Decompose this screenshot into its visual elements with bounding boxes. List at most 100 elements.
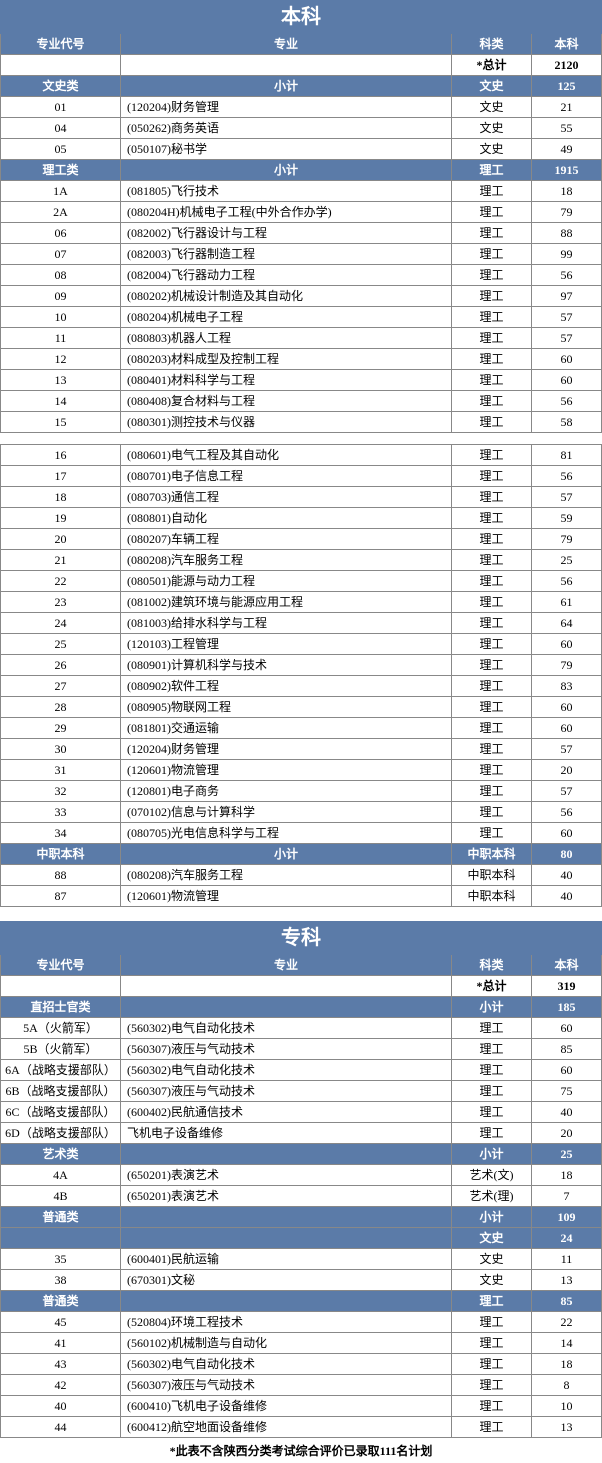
- table-row: 42(560307)液压与气动技术理工8: [1, 1375, 602, 1396]
- section-gap: [0, 907, 602, 921]
- cell: 理工: [452, 697, 532, 718]
- cell: (080705)光电信息科学与工程: [121, 823, 452, 844]
- cell: 109: [532, 1207, 602, 1228]
- cell: 小计: [452, 1144, 532, 1165]
- table-row: 31(120601)物流管理理工20: [1, 760, 602, 781]
- table-row: 23(081002)建筑环境与能源应用工程理工61: [1, 592, 602, 613]
- cell: 43: [1, 1354, 121, 1375]
- cell: (081801)交通运输: [121, 718, 452, 739]
- cell: 小计: [121, 844, 452, 865]
- cell: 理工: [452, 613, 532, 634]
- cell: 理工: [452, 739, 532, 760]
- cell: 55: [532, 118, 602, 139]
- cell: 专业代号: [1, 34, 121, 55]
- cell: (120601)物流管理: [121, 886, 452, 907]
- cell: [121, 1144, 452, 1165]
- cell: 文史: [452, 97, 532, 118]
- cell: (080803)机器人工程: [121, 328, 452, 349]
- cell: 小计: [121, 76, 452, 97]
- cell: 专业: [121, 955, 452, 976]
- cell: 理工: [452, 1291, 532, 1312]
- cell: 19: [1, 508, 121, 529]
- table-row: 2A(080204H)机械电子工程(中外合作办学)理工79: [1, 202, 602, 223]
- cell: 42: [1, 1375, 121, 1396]
- cell: 理工: [452, 655, 532, 676]
- cell: 中职本科: [452, 844, 532, 865]
- cell: 88: [1, 865, 121, 886]
- cell: (080207)车辆工程: [121, 529, 452, 550]
- table-row: 24(081003)给排水科学与工程理工64: [1, 613, 602, 634]
- cell: 专业: [121, 34, 452, 55]
- cell: 56: [532, 466, 602, 487]
- table-row: 41(560102)机械制造与自动化理工14: [1, 1333, 602, 1354]
- section-title: 专科: [1, 922, 602, 955]
- cell: *总计: [452, 55, 532, 76]
- cell: 57: [532, 739, 602, 760]
- table-row: 6B（战略支援部队）(560307)液压与气动技术理工75: [1, 1081, 602, 1102]
- cell: (600402)民航通信技术: [121, 1102, 452, 1123]
- cell: [121, 55, 452, 76]
- cell: 理工: [452, 1102, 532, 1123]
- table-row: 19(080801)自动化理工59: [1, 508, 602, 529]
- cell: 40: [1, 1396, 121, 1417]
- table-row: 11(080803)机器人工程理工57: [1, 328, 602, 349]
- cell: 17: [1, 466, 121, 487]
- table-row: 14(080408)复合材料与工程理工56: [1, 391, 602, 412]
- table-row: 12(080203)材料成型及控制工程理工60: [1, 349, 602, 370]
- table-row: 4A(650201)表演艺术艺术(文)18: [1, 1165, 602, 1186]
- subtotal-row: 普通类小计109: [1, 1207, 602, 1228]
- footnote: *此表不含陕西分类考试综合评价已录取111名计划: [0, 1438, 602, 1463]
- cell: 小计: [121, 160, 452, 181]
- table-row: 40(600410)飞机电子设备维修理工10: [1, 1396, 602, 1417]
- cell: 56: [532, 571, 602, 592]
- table-row: 5A（火箭军）(560302)电气自动化技术理工60: [1, 1018, 602, 1039]
- cell: 60: [532, 370, 602, 391]
- cell: 44: [1, 1417, 121, 1438]
- cell: 理工: [452, 349, 532, 370]
- cell: 97: [532, 286, 602, 307]
- cell: 60: [532, 823, 602, 844]
- cell: 普通类: [1, 1291, 121, 1312]
- cell: [121, 976, 452, 997]
- cell: 飞机电子设备维修: [121, 1123, 452, 1144]
- cell: (600410)飞机电子设备维修: [121, 1396, 452, 1417]
- table-row: 33(070102)信息与计算科学理工56: [1, 802, 602, 823]
- table-row: 25(120103)工程管理理工60: [1, 634, 602, 655]
- cell: 34: [1, 823, 121, 844]
- cell: (080703)通信工程: [121, 487, 452, 508]
- cell: 23: [1, 592, 121, 613]
- table-row: 35(600401)民航运输文史11: [1, 1249, 602, 1270]
- cell: 6C（战略支援部队）: [1, 1102, 121, 1123]
- cell: 理工: [452, 571, 532, 592]
- cell: (081002)建筑环境与能源应用工程: [121, 592, 452, 613]
- cell: 理工: [452, 592, 532, 613]
- cell: 科类: [452, 955, 532, 976]
- cell: 16: [1, 445, 121, 466]
- cell: (080601)电气工程及其自动化: [121, 445, 452, 466]
- cell: 文史: [452, 1228, 532, 1249]
- cell: 27: [1, 676, 121, 697]
- cell: 6B（战略支援部队）: [1, 1081, 121, 1102]
- cell: 理工: [452, 634, 532, 655]
- cell: (120103)工程管理: [121, 634, 452, 655]
- cell: 85: [532, 1291, 602, 1312]
- cell: 04: [1, 118, 121, 139]
- cell: (600412)航空地面设备维修: [121, 1417, 452, 1438]
- cell: 18: [532, 181, 602, 202]
- cell: 33: [1, 802, 121, 823]
- cell: 80: [532, 844, 602, 865]
- cell: 理工: [452, 265, 532, 286]
- cell: 本科: [532, 955, 602, 976]
- cell: 06: [1, 223, 121, 244]
- cell: 小计: [452, 997, 532, 1018]
- cell: 2A: [1, 202, 121, 223]
- cell: 理工: [452, 823, 532, 844]
- cell: (080701)电子信息工程: [121, 466, 452, 487]
- cell: (080408)复合材料与工程: [121, 391, 452, 412]
- cell: 40: [532, 865, 602, 886]
- cell: 85: [532, 1039, 602, 1060]
- cell: 99: [532, 244, 602, 265]
- cell: 29: [1, 718, 121, 739]
- cell: 14: [1, 391, 121, 412]
- cell: (080501)能源与动力工程: [121, 571, 452, 592]
